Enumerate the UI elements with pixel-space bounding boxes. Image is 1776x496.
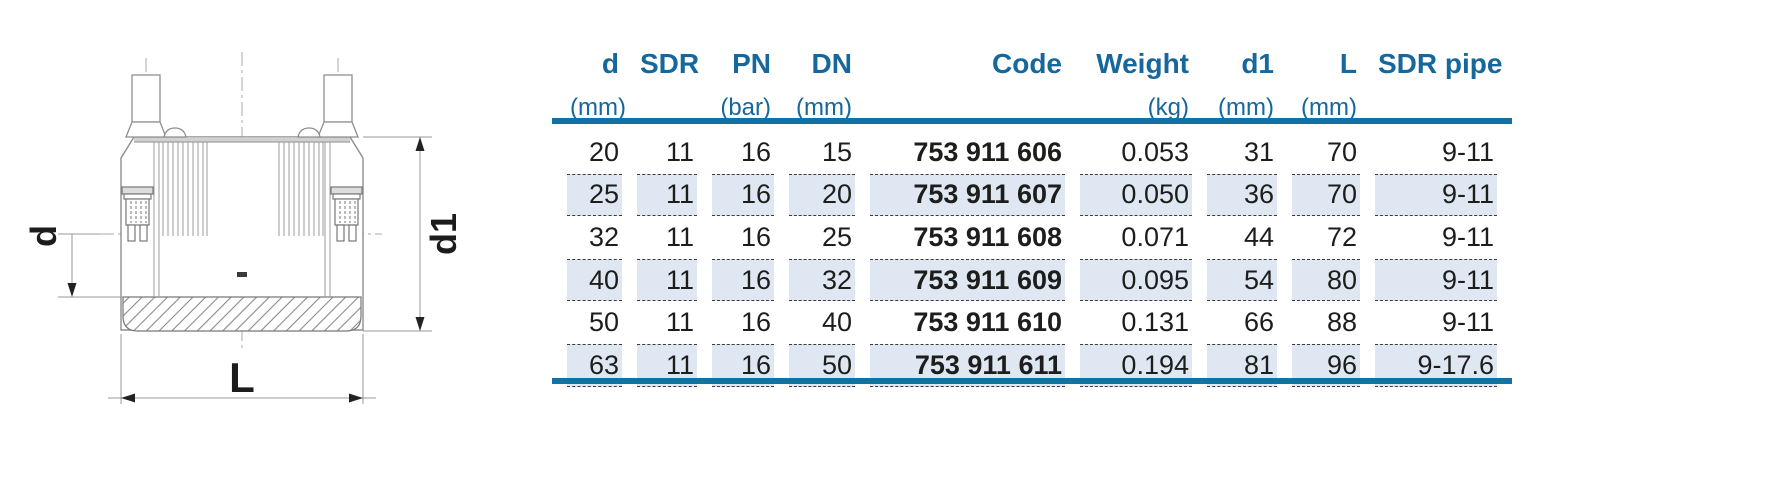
col-header-sdr: SDR — [640, 48, 700, 79]
table-cell: 9-11 — [1441, 221, 1494, 252]
col-unit-weight: (kg) — [1147, 94, 1189, 121]
spec-table: d SDR PN DN Code Weight d1 L SDR pipe (m… — [552, 32, 1512, 392]
col-header-sdr-pipe: SDR pipe — [1378, 48, 1503, 79]
table-cell: 15 — [821, 136, 852, 167]
table-cell: 50 — [588, 307, 619, 338]
table-cell: 31 — [1243, 136, 1274, 167]
spec-table-grid: d SDR PN DN Code Weight d1 L SDR pipe (m… — [552, 32, 1512, 387]
table-cell: 0.131 — [1121, 307, 1189, 338]
table-cell: 70 — [1292, 173, 1360, 217]
fitting-technical-drawing: d d1 L — [23, 52, 464, 404]
table-cell: 40 — [821, 307, 852, 338]
dim-label-L: L — [229, 354, 255, 401]
table-cell: 25 — [567, 173, 622, 217]
table-row: 25 11 16 20 753 911 607 0.050 36 70 9-11 — [567, 173, 1497, 217]
coil-ribs — [153, 142, 331, 296]
table-cell: 32 — [789, 258, 855, 302]
dim-label-d1: d1 — [423, 213, 464, 255]
table-cell: 81 — [1207, 343, 1277, 387]
dimension-L: L — [108, 334, 376, 404]
col-header-dn: DN — [811, 48, 852, 79]
col-header-d: d — [601, 48, 619, 79]
table-cell: 25 — [821, 221, 852, 252]
table-cell: 36 — [1207, 173, 1277, 217]
header-rule — [552, 118, 1512, 124]
table-cell: 11 — [665, 136, 694, 167]
table-row: 20 11 16 15 753 911 606 0.053 31 70 9-11 — [567, 131, 1497, 174]
table-cell: 54 — [1207, 258, 1277, 302]
table-cell: 0.050 — [1080, 173, 1192, 217]
table-row: 32 11 16 25 753 911 608 0.071 44 72 9-11 — [567, 216, 1497, 259]
table-cell: 9-11 — [1375, 173, 1497, 217]
table-cell: 0.071 — [1121, 221, 1189, 252]
col-unit-d1: (mm) — [1218, 94, 1274, 121]
table-cell: 16 — [712, 258, 774, 302]
col-header-code: Code — [992, 48, 1062, 79]
col-unit-dn: (mm) — [796, 94, 852, 121]
dimension-d1: d1 — [363, 136, 464, 332]
table-cell: 11 — [637, 258, 697, 302]
unit-row: (mm) (bar) (mm) (kg) (mm) (mm) — [567, 82, 1497, 131]
insertion-mark — [237, 272, 247, 277]
col-unit-l: (mm) — [1301, 94, 1357, 121]
table-cell: 0.053 — [1121, 136, 1189, 167]
table-cell: 753 911 606 — [913, 136, 1062, 167]
fusion-indicator-right — [330, 186, 363, 242]
table-cell: 72 — [1326, 221, 1357, 252]
table-cell: 20 — [789, 173, 855, 217]
table-cell: 88 — [1326, 307, 1357, 338]
terminal-pins — [125, 74, 359, 138]
table-cell: 9-11 — [1375, 258, 1497, 302]
table-cell: 11 — [665, 307, 694, 338]
table-cell: 40 — [567, 258, 622, 302]
header-row: d SDR PN DN Code Weight d1 L SDR pipe — [567, 32, 1503, 82]
table-row: 40 11 16 32 753 911 609 0.095 54 80 9-11 — [567, 258, 1497, 302]
dimension-d: d — [23, 225, 123, 298]
dim-label-d: d — [23, 225, 64, 247]
table-cell: 753 911 610 — [913, 307, 1062, 338]
col-header-pn: PN — [732, 48, 771, 79]
hatched-section — [122, 296, 362, 332]
table-cell: 20 — [588, 136, 619, 167]
col-unit-pn: (bar) — [720, 94, 771, 121]
table-cell: 16 — [740, 136, 771, 167]
table-row: 50 11 16 40 753 911 610 0.131 66 88 9-11 — [567, 301, 1497, 344]
col-unit-d: (mm) — [570, 94, 626, 121]
table-cell: 44 — [1243, 221, 1274, 252]
table-cell: 16 — [740, 221, 771, 252]
bottom-rule — [552, 378, 1512, 384]
table-cell: 32 — [588, 221, 619, 252]
table-cell: 11 — [637, 173, 697, 217]
table-cell: 70 — [1326, 136, 1357, 167]
table-cell: 66 — [1243, 307, 1274, 338]
table-cell: 16 — [740, 307, 771, 338]
table-cell: 11 — [665, 221, 694, 252]
table-cell: 9-11 — [1441, 307, 1494, 338]
table-cell: 9-11 — [1441, 136, 1494, 167]
table-cell: 80 — [1292, 258, 1360, 302]
col-header-d1: d1 — [1241, 48, 1274, 79]
table-cell: 753 911 609 — [870, 258, 1065, 302]
table-cell: 0.095 — [1080, 258, 1192, 302]
col-header-weight: Weight — [1096, 48, 1189, 79]
fusion-indicator-left — [121, 186, 154, 242]
table-cell: 753 911 607 — [870, 173, 1065, 217]
table-cell: 753 911 608 — [913, 221, 1062, 252]
table-cell: 16 — [712, 173, 774, 217]
col-header-l: L — [1339, 48, 1357, 79]
